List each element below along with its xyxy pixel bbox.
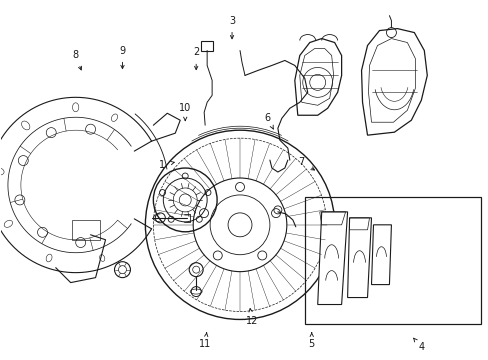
- Text: 2: 2: [193, 48, 199, 58]
- Bar: [72, 220, 100, 240]
- Text: 7: 7: [298, 157, 305, 167]
- Text: 6: 6: [264, 113, 270, 123]
- Text: 9: 9: [119, 45, 125, 55]
- Text: 10: 10: [179, 103, 191, 113]
- Text: 4: 4: [417, 342, 424, 352]
- Text: 1: 1: [159, 160, 165, 170]
- Text: 5: 5: [308, 339, 314, 349]
- Text: 3: 3: [228, 15, 235, 26]
- Polygon shape: [361, 28, 427, 135]
- Bar: [201, 41, 213, 50]
- Polygon shape: [294, 39, 341, 115]
- Bar: [304, 197, 480, 324]
- Text: 12: 12: [245, 316, 258, 327]
- Polygon shape: [347, 218, 371, 298]
- Polygon shape: [317, 212, 347, 305]
- Polygon shape: [371, 225, 390, 285]
- Text: 11: 11: [199, 339, 211, 349]
- Text: 8: 8: [72, 50, 79, 60]
